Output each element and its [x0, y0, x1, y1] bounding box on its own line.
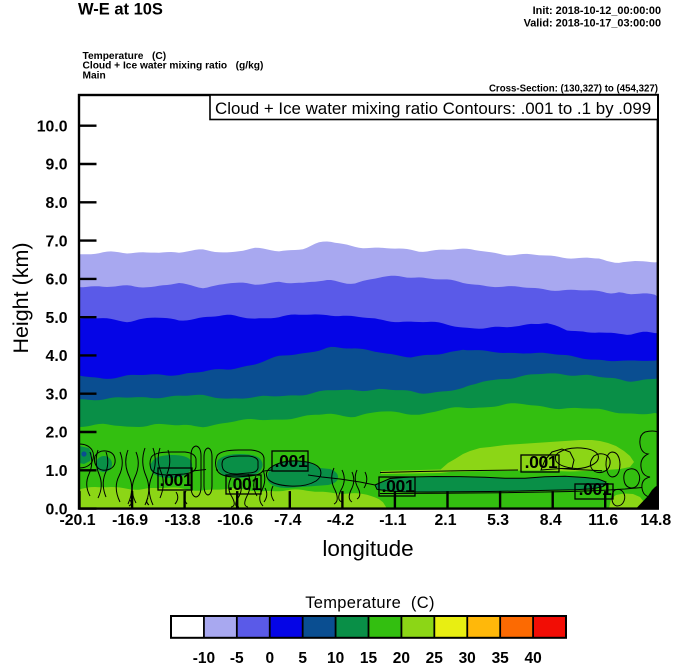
svg-text:.001: .001: [382, 476, 415, 496]
svg-text:W-E at 10S: W-E at 10S: [78, 1, 163, 19]
svg-text:1.0: 1.0: [46, 463, 68, 480]
svg-text:.001: .001: [228, 474, 261, 494]
svg-text:8.4: 8.4: [540, 512, 562, 529]
svg-text:Temperature (C): Temperature (C): [305, 594, 435, 612]
svg-text:-1.1: -1.1: [379, 512, 406, 529]
svg-text:-7.4: -7.4: [274, 512, 301, 529]
svg-text:-10: -10: [193, 650, 215, 667]
svg-text:15: 15: [360, 650, 378, 667]
svg-text:-5: -5: [230, 650, 244, 667]
svg-text:10.0: 10.0: [37, 118, 68, 135]
svg-text:Valid: 2018-10-17_03:00:00: Valid: 2018-10-17_03:00:00: [524, 18, 661, 30]
svg-text:10: 10: [327, 650, 344, 667]
svg-text:Cloud + Ice water mixing ratio: Cloud + Ice water mixing ratio (g/kg): [83, 61, 264, 72]
svg-text:2.1: 2.1: [435, 512, 457, 529]
svg-text:Cross-Section: (130,327) to (4: Cross-Section: (130,327) to (454,327): [489, 84, 658, 95]
svg-text:Main: Main: [83, 70, 106, 81]
svg-text:4.0: 4.0: [46, 348, 68, 365]
svg-text:-20.1: -20.1: [59, 512, 95, 529]
svg-text:0.0: 0.0: [46, 501, 68, 518]
svg-text:40: 40: [524, 650, 541, 667]
svg-text:5: 5: [298, 650, 307, 667]
svg-text:8.0: 8.0: [46, 195, 68, 212]
svg-text:Temperature (C): Temperature (C): [83, 51, 167, 62]
svg-text:3.0: 3.0: [46, 386, 68, 403]
svg-text:.001: .001: [579, 479, 612, 499]
svg-text:0: 0: [265, 650, 274, 667]
svg-text:.001: .001: [160, 470, 193, 490]
svg-text:-13.8: -13.8: [165, 512, 201, 529]
svg-text:-4.2: -4.2: [327, 512, 354, 529]
svg-text:6.0: 6.0: [46, 272, 68, 289]
svg-text:longitude: longitude: [322, 536, 413, 561]
svg-text:11.6: 11.6: [588, 512, 618, 529]
svg-text:5.3: 5.3: [487, 512, 509, 529]
svg-text:14.8: 14.8: [640, 512, 671, 529]
svg-text:30: 30: [459, 650, 476, 667]
svg-text:5.0: 5.0: [46, 310, 68, 327]
svg-text:7.0: 7.0: [46, 233, 68, 250]
svg-text:Init: 2018-10-12_00:00:00: Init: 2018-10-12_00:00:00: [533, 5, 661, 17]
svg-text:-16.9: -16.9: [112, 512, 148, 529]
svg-text:.001: .001: [525, 452, 558, 472]
svg-text:.001: .001: [275, 451, 308, 471]
svg-text:-10.6: -10.6: [217, 512, 253, 529]
svg-text:35: 35: [492, 650, 510, 667]
svg-text:Cloud + Ice water mixing ratio: Cloud + Ice water mixing ratio Contours:…: [215, 99, 651, 118]
svg-text:2.0: 2.0: [46, 425, 68, 442]
svg-text:9.0: 9.0: [46, 157, 68, 174]
svg-text:Height (km): Height (km): [9, 242, 33, 353]
svg-text:25: 25: [426, 650, 444, 667]
svg-text:20: 20: [393, 650, 410, 667]
